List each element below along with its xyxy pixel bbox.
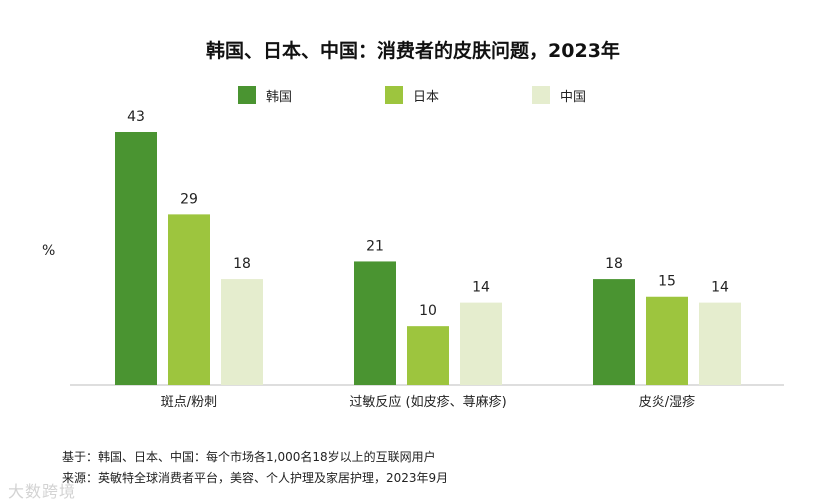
- category-label-2: 皮炎/湿疹: [639, 394, 695, 410]
- y-axis-label: %: [42, 243, 56, 259]
- data-label-japan-0: 29: [180, 191, 198, 207]
- bar-korea-0: [115, 132, 157, 385]
- legend-swatch-korea: [238, 86, 256, 104]
- category-label-1: 过敏反应 (如皮疹、荨麻疹): [349, 394, 506, 410]
- bar-china-1: [460, 302, 502, 385]
- data-label-japan-1: 10: [419, 303, 437, 319]
- bar-china-2: [699, 302, 741, 385]
- footer-base-note: 基于：韩国、日本、中国：每个市场各1,000名18岁以上的互联网用户: [62, 450, 436, 464]
- legend-item-korea: 韩国: [238, 86, 293, 105]
- data-label-china-1: 14: [472, 280, 490, 296]
- data-label-korea-2: 18: [605, 256, 623, 272]
- bar-japan-2: [646, 296, 688, 385]
- footer-source-note: 来源：英敏特全球消费者平台，美容、个人护理及家居护理，2023年9月: [62, 471, 449, 485]
- watermark: 大数跨境: [8, 482, 77, 501]
- data-label-korea-1: 21: [366, 238, 384, 254]
- bar-japan-0: [168, 214, 210, 385]
- data-label-korea-0: 43: [127, 109, 145, 125]
- legend-item-china: 中国: [532, 86, 587, 105]
- legend-swatch-japan: [385, 86, 403, 104]
- bar-korea-1: [354, 261, 396, 385]
- legend-label-china: 中国: [560, 89, 587, 105]
- bar-chart: 43 29 18 斑点/粉刺 21 10 14 过敏反应 (如皮疹、荨麻疹) 18 15 14 皮炎/…: [70, 109, 784, 410]
- legend-label-korea: 韩国: [266, 89, 293, 105]
- bar-china-0: [221, 279, 263, 385]
- legend-swatch-china: [532, 86, 550, 104]
- data-label-japan-2: 15: [658, 274, 676, 290]
- chart-title: 韩国、日本、中国：消费者的皮肤问题，2023年: [206, 40, 620, 62]
- data-label-china-2: 14: [711, 280, 729, 296]
- data-label-china-0: 18: [233, 256, 251, 272]
- bar-japan-1: [407, 326, 449, 385]
- bar-korea-2: [593, 279, 635, 385]
- legend-label-japan: 日本: [413, 89, 440, 105]
- legend-item-japan: 日本: [385, 86, 440, 105]
- category-label-0: 斑点/粉刺: [161, 395, 217, 410]
